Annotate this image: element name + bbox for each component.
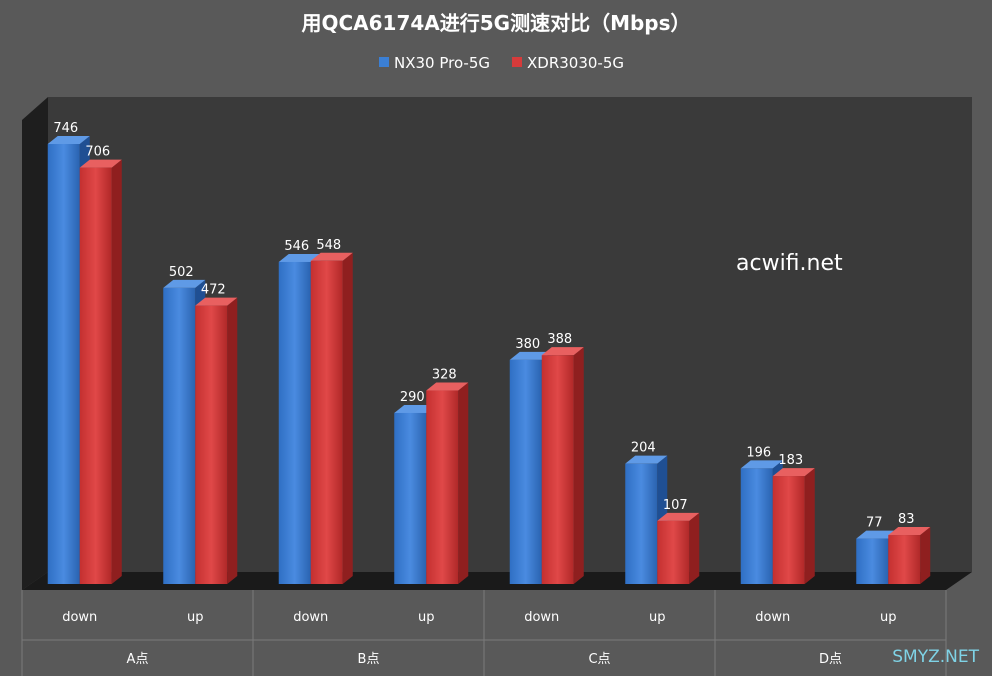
bar-1-1 — [195, 297, 238, 584]
x-tick-label-4: down — [524, 610, 559, 625]
x-axis-table — [21, 590, 947, 676]
plot-left-wall — [22, 97, 48, 590]
plot-floor — [22, 572, 972, 590]
data-label-0-0: 746 — [53, 121, 78, 136]
chart-title: 用QCA6174A进行5G测速对比（Mbps） — [301, 11, 690, 35]
x-group-label-2: C点 — [588, 652, 610, 667]
x-tick-label-6: down — [755, 610, 790, 625]
data-label-1-1: 472 — [201, 283, 226, 298]
legend-swatch-series-1 — [512, 57, 522, 67]
data-label-0-7: 77 — [866, 516, 883, 531]
legend-label-series-1: XDR3030-5G — [527, 54, 624, 72]
data-label-1-6: 183 — [778, 453, 803, 468]
bar-1-7 — [888, 527, 931, 584]
bar-1-0 — [79, 159, 122, 584]
data-label-1-2: 548 — [316, 238, 341, 253]
legend: NX30 Pro-5G XDR3030-5G — [379, 54, 624, 72]
data-label-0-2: 546 — [284, 239, 309, 254]
watermark-text: acwifi.net — [736, 251, 843, 276]
legend-label-series-0: NX30 Pro-5G — [394, 54, 490, 72]
data-label-1-4: 388 — [547, 332, 572, 347]
data-label-1-3: 328 — [432, 368, 457, 383]
x-group-label-1: B点 — [358, 652, 380, 667]
data-label-0-1: 502 — [169, 265, 194, 280]
x-tick-label-5: up — [649, 610, 666, 625]
bar-1-2 — [310, 252, 353, 584]
data-label-1-7: 83 — [898, 512, 915, 527]
bar-1-4 — [541, 347, 584, 584]
data-label-1-0: 706 — [85, 145, 110, 160]
bars-layer — [47, 136, 931, 584]
labels-layer: 746 706 down 502 472 up 546 548 down 290 328 up 380 3… — [53, 121, 914, 667]
bar-1-5 — [657, 512, 700, 584]
x-group-label-0: A点 — [127, 652, 149, 667]
bar-1-3 — [426, 382, 469, 584]
data-label-1-5: 107 — [663, 498, 688, 513]
x-tick-label-0: down — [62, 610, 97, 625]
x-tick-label-2: down — [293, 610, 328, 625]
data-label-0-4: 380 — [515, 337, 540, 352]
data-label-0-5: 204 — [631, 441, 656, 456]
corner-mark-text: SMYZ.NET — [892, 647, 979, 667]
data-label-0-3: 290 — [400, 390, 425, 405]
x-tick-label-3: up — [418, 610, 435, 625]
x-group-label-3: D点 — [819, 652, 842, 667]
bar-1-6 — [772, 468, 815, 584]
x-tick-label-7: up — [880, 610, 897, 625]
x-tick-label-1: up — [187, 610, 204, 625]
legend-swatch-series-0 — [379, 57, 389, 67]
data-label-0-6: 196 — [746, 445, 771, 460]
